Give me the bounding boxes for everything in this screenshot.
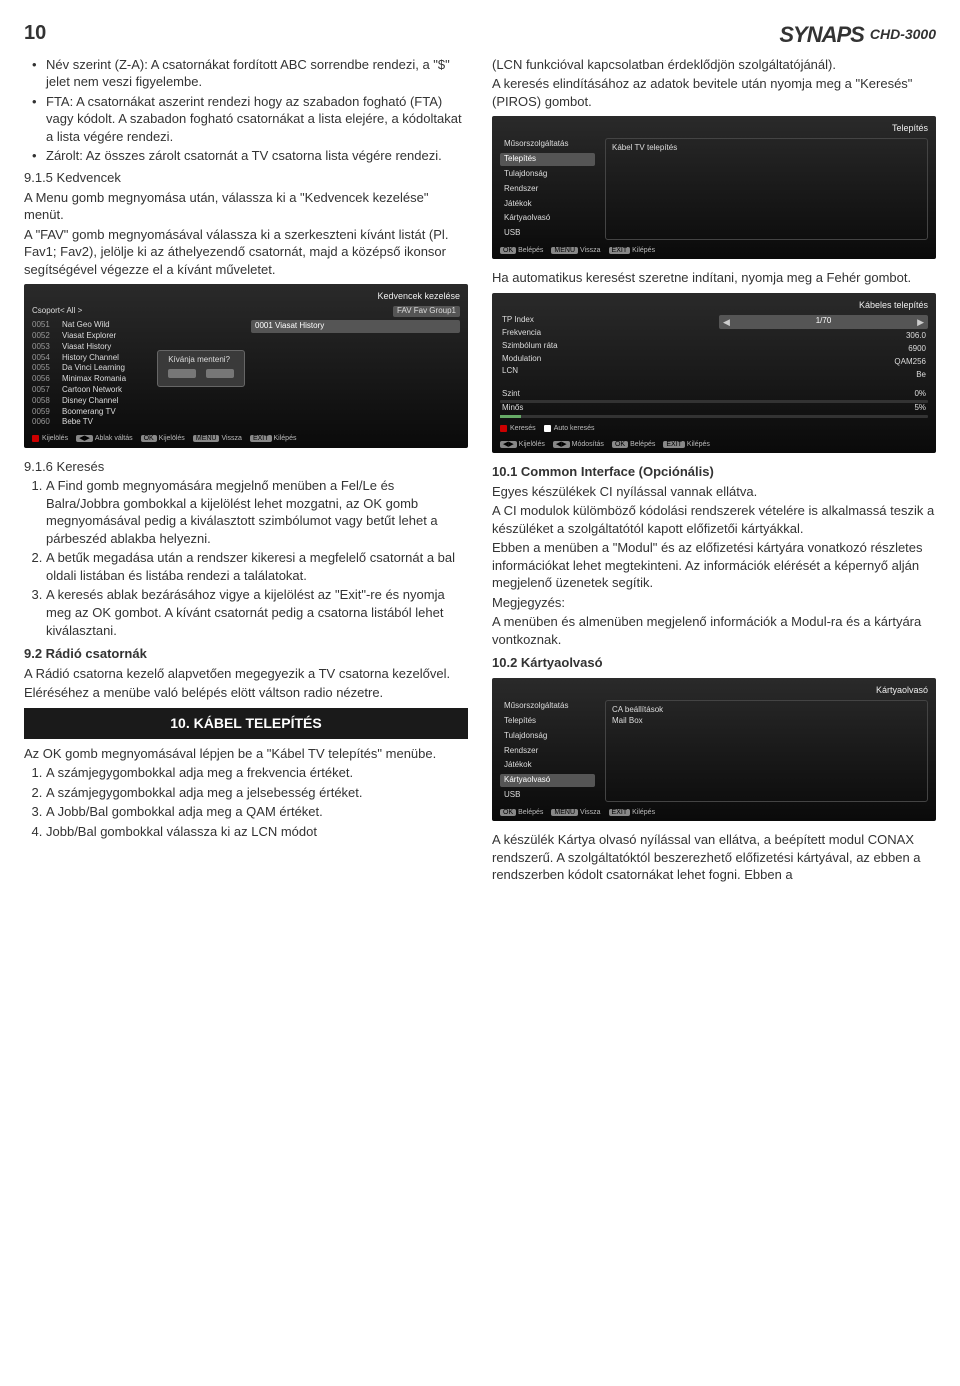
h-101: 10.1 Common Interface (Opciónális) [492,463,936,481]
fav-label: FAV Fav Group1 [393,306,460,317]
right-column: (LCN funkcióval kapcsolatban érdeklődjön… [492,56,936,886]
list-item: A Find gomb megnyomására megjelnő menübe… [46,477,468,547]
tv-title: Kedvencek kezelése [32,290,460,302]
list-item: A számjegygombokkal adja meg a jelsebess… [46,784,468,802]
section-10-title: 10. KÁBEL TELEPÍTÉS [24,708,468,739]
list-item: Jobb/Bal gombokkal válassza ki az LCN mó… [46,823,468,841]
page-number: 10 [24,20,46,47]
tv-title: Kábeles telepítés [500,299,928,311]
save-dialog: Kívánja menteni? [157,350,245,388]
tv-footer: OKBelépés MENUVissza EXITKilépés [500,246,928,255]
tv-panel: CA beállítások Mail Box [605,700,928,802]
p-card: A készülék Kártya olvasó nyílással van e… [492,831,936,884]
p-101-0: Egyes készülékek CI nyílással vannak ell… [492,483,936,501]
note: A menüben és almenüben megjelenő informá… [492,613,936,648]
sort-bullets: Név szerint (Z-A): A csatornákat fordíto… [24,56,468,165]
tv-footer: Kijelölés ◀▶Ablak váltás OKKijelölés MEN… [32,434,460,443]
tv-cardreader: Kártyaolvasó Műsorszolgáltatás Telepítés… [492,678,936,821]
p-101-2: Ebben a menüben a "Modul" és az előfizet… [492,539,936,592]
tv-sidebar: Műsorszolgáltatás Telepítés Tulajdonság … [500,138,595,240]
p-915a: A Menu gomb megnyomása után, válassza ki… [24,189,468,224]
brand-logo: SYNAPS [779,20,863,50]
group-label: Csoport< All > [32,306,82,317]
tv-install: Telepítés Műsorszolgáltatás Telepítés Tu… [492,116,936,259]
h-916: 9.1.6 Keresés [24,458,468,476]
p-lcn: (LCN funkcióval kapcsolatban érdeklődjön… [492,56,936,74]
tv-panel: Kábel TV telepítés [605,138,928,240]
page-header: 10 SYNAPS CHD-3000 [24,20,936,50]
tv-sidebar: Műsorszolgáltatás Telepítés Tulajdonság … [500,700,595,802]
panel-item: CA beállítások [612,705,921,716]
tv-footer-2: ◀▶Kijelölés ◀▶Módosítás OKBelépés EXITKi… [500,440,928,449]
panel-item: Kábel TV telepítés [612,143,921,154]
p-92b: Eléréséhez a menübe való belépés elött v… [24,684,468,702]
h-102: 10.2 Kártyaolvasó [492,654,936,672]
list-item: A keresés ablak bezárásához vigye a kije… [46,586,468,639]
list-item: A Jobb/Bal gombokkal adja meg a QAM érté… [46,803,468,821]
p-10a: Az OK gomb megnyomásával lépjen be a "Ká… [24,745,468,763]
tv-favorites: Kedvencek kezelése Csoport< All > FAV Fa… [24,284,468,447]
panel-item: Mail Box [612,716,921,727]
brand-model: CHD-3000 [870,25,936,44]
bullet: Zárolt: Az összes zárolt csatornát a TV … [36,147,468,165]
h-92: 9.2 Rádió csatornák [24,645,468,663]
list-item: A betűk megadása után a rendszer kikeres… [46,549,468,584]
tv-title: Telepítés [500,122,928,134]
tv-footer: OKBelépés MENUVissza EXITKilépés [500,808,928,817]
p-search: A keresés elindításához az adatok bevite… [492,75,936,110]
left-column: Név szerint (Z-A): A csatornákat fordíto… [24,56,468,886]
p-auto: Ha automatikus keresést szeretne indítan… [492,269,936,287]
p-915b: A "FAV" gomb megnyomásával válassza ki a… [24,226,468,279]
list-916: A Find gomb megnyomására megjelnő menübe… [24,477,468,639]
bullet: FTA: A csatornákat aszerint rendezi hogy… [36,93,468,146]
list-item: A számjegygombokkal adja meg a frekvenci… [46,764,468,782]
h-915: 9.1.5 Kedvencek [24,169,468,187]
brand: SYNAPS CHD-3000 [779,20,936,50]
p-101-1: A CI modulok külömböző kódolási rendszer… [492,502,936,537]
tv-title: Kártyaolvasó [500,684,928,696]
tv-cable-install: Kábeles telepítés TP Index Frekvencia Sz… [492,293,936,453]
tv-footer: Keresés Auto keresés [500,424,928,433]
note-h: Megjegyzés: [492,594,936,612]
list-10: A számjegygombokkal adja meg a frekvenci… [24,764,468,840]
bullet: Név szerint (Z-A): A csatornákat fordíto… [36,56,468,91]
p-92a: A Rádió csatorna kezelő alapvetően megeg… [24,665,468,683]
fav-selected: 0001 Viasat History [251,320,460,333]
dialog-text: Kívánja menteni? [168,355,234,366]
